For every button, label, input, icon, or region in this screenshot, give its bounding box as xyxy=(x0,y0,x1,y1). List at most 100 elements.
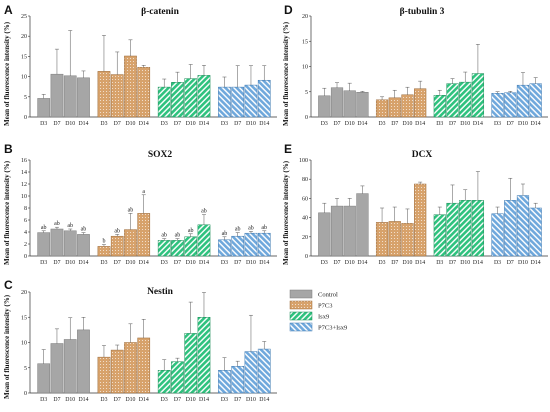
bar xyxy=(529,83,542,118)
legend-label: Control xyxy=(318,292,338,299)
legend-swatch-control xyxy=(289,289,313,299)
bar xyxy=(184,333,198,394)
significance-label: ab xyxy=(261,225,267,231)
y-tick-label: 15 xyxy=(21,54,27,60)
y-tick-label: 60 xyxy=(302,196,308,202)
bar xyxy=(459,81,472,118)
panel-d: D β-tubulin 3 Mean of fluorescence inten… xyxy=(282,3,548,127)
bar xyxy=(375,99,389,118)
x-tick-label: D7 xyxy=(449,260,456,266)
y-axis-label: Mean of fluorescence intensity (%) xyxy=(282,160,290,265)
y-tick-label: 10 xyxy=(302,65,308,71)
x-tick-label: D14 xyxy=(531,121,541,127)
bar xyxy=(491,93,504,118)
bar xyxy=(171,240,184,257)
y-axis-label: Mean of fluorescence intensity (%) xyxy=(3,294,11,399)
x-tick-label: D14 xyxy=(139,397,149,403)
x-tick-label: D3 xyxy=(100,121,107,127)
bar xyxy=(318,212,331,257)
y-tick-label: 5 xyxy=(24,95,27,101)
bar xyxy=(110,74,124,118)
bar xyxy=(63,75,77,118)
bar xyxy=(184,78,198,118)
bar xyxy=(356,92,369,118)
x-tick-label: D10 xyxy=(345,121,355,127)
y-tick-label: 2 xyxy=(24,242,27,248)
bar xyxy=(231,235,245,257)
x-tick-label: D14 xyxy=(357,121,367,127)
bar xyxy=(330,205,344,257)
y-tick-label: 0 xyxy=(305,115,308,121)
x-tick-label: D14 xyxy=(473,260,483,266)
x-tick-label: D3 xyxy=(40,260,47,266)
x-tick-label: D14 xyxy=(415,121,425,127)
y-tick-label: 6 xyxy=(24,218,27,224)
legend-swatch-p7c3-isx9 xyxy=(289,322,313,332)
significance-label: ab xyxy=(248,225,254,231)
y-tick-label: 0 xyxy=(24,115,27,121)
bar xyxy=(504,200,517,257)
significance-label: ab xyxy=(235,227,241,233)
y-tick-label: 4 xyxy=(24,230,27,236)
significance-label: ab xyxy=(41,225,47,231)
legend-label: P7C3 xyxy=(318,303,332,310)
panel-letter: B xyxy=(4,142,13,156)
significance-label: ab xyxy=(128,207,134,213)
bar xyxy=(197,317,211,394)
bar xyxy=(171,361,184,394)
bar xyxy=(401,94,414,118)
x-tick-label: D14 xyxy=(78,397,88,403)
bar xyxy=(124,229,137,257)
bar xyxy=(504,92,517,118)
x-tick-label: D3 xyxy=(494,121,501,127)
bar xyxy=(37,363,51,394)
y-tick-label: 15 xyxy=(302,39,308,45)
bar xyxy=(388,221,401,257)
panel-b: B SOX2 Mean of fluorescence intensity (%… xyxy=(3,142,277,266)
bar xyxy=(110,235,124,257)
bar xyxy=(184,236,198,257)
bar xyxy=(343,205,356,257)
bar xyxy=(77,77,90,118)
panel-title: Nestin xyxy=(147,287,174,297)
bar xyxy=(50,73,64,118)
x-tick-label: D3 xyxy=(40,121,47,127)
x-tick-label: D14 xyxy=(415,260,425,266)
x-tick-label: D7 xyxy=(114,397,121,403)
plot-area: 0 2 4 6 8 10 12 14 16 ab D3 ab D7 ab D10 ab D14 b D3 ab D7 ab… xyxy=(21,158,277,266)
x-tick-label: D7 xyxy=(114,121,121,127)
bar xyxy=(157,86,171,118)
x-tick-label: D14 xyxy=(139,260,149,266)
x-tick-label: D3 xyxy=(221,121,228,127)
x-tick-label: D3 xyxy=(321,121,328,127)
bar xyxy=(37,232,51,257)
panel-title: β-catenin xyxy=(141,7,179,17)
bar xyxy=(137,337,151,394)
x-tick-label: D10 xyxy=(125,260,135,266)
y-tick-label: 0 xyxy=(24,391,27,397)
bar xyxy=(197,224,211,257)
x-tick-label: D3 xyxy=(221,397,228,403)
x-tick-label: D7 xyxy=(507,121,514,127)
bar xyxy=(375,222,389,257)
bar xyxy=(218,239,231,257)
x-tick-label: D10 xyxy=(65,121,75,127)
x-tick-label: D14 xyxy=(78,121,88,127)
x-tick-label: D7 xyxy=(234,260,241,266)
bar xyxy=(231,86,245,118)
panel-letter: E xyxy=(284,142,292,156)
x-tick-label: D3 xyxy=(436,260,443,266)
bar xyxy=(433,214,446,257)
significance-label: ab xyxy=(67,223,73,229)
x-tick-label: D3 xyxy=(161,260,168,266)
significance-label: ab xyxy=(188,228,194,234)
x-tick-label: D10 xyxy=(186,260,196,266)
y-tick-label: 20 xyxy=(21,290,27,296)
y-tick-label: 20 xyxy=(21,34,27,40)
bar xyxy=(97,71,111,118)
bar xyxy=(401,223,414,257)
bar xyxy=(244,351,258,394)
bar xyxy=(97,356,111,394)
bar xyxy=(110,349,124,394)
